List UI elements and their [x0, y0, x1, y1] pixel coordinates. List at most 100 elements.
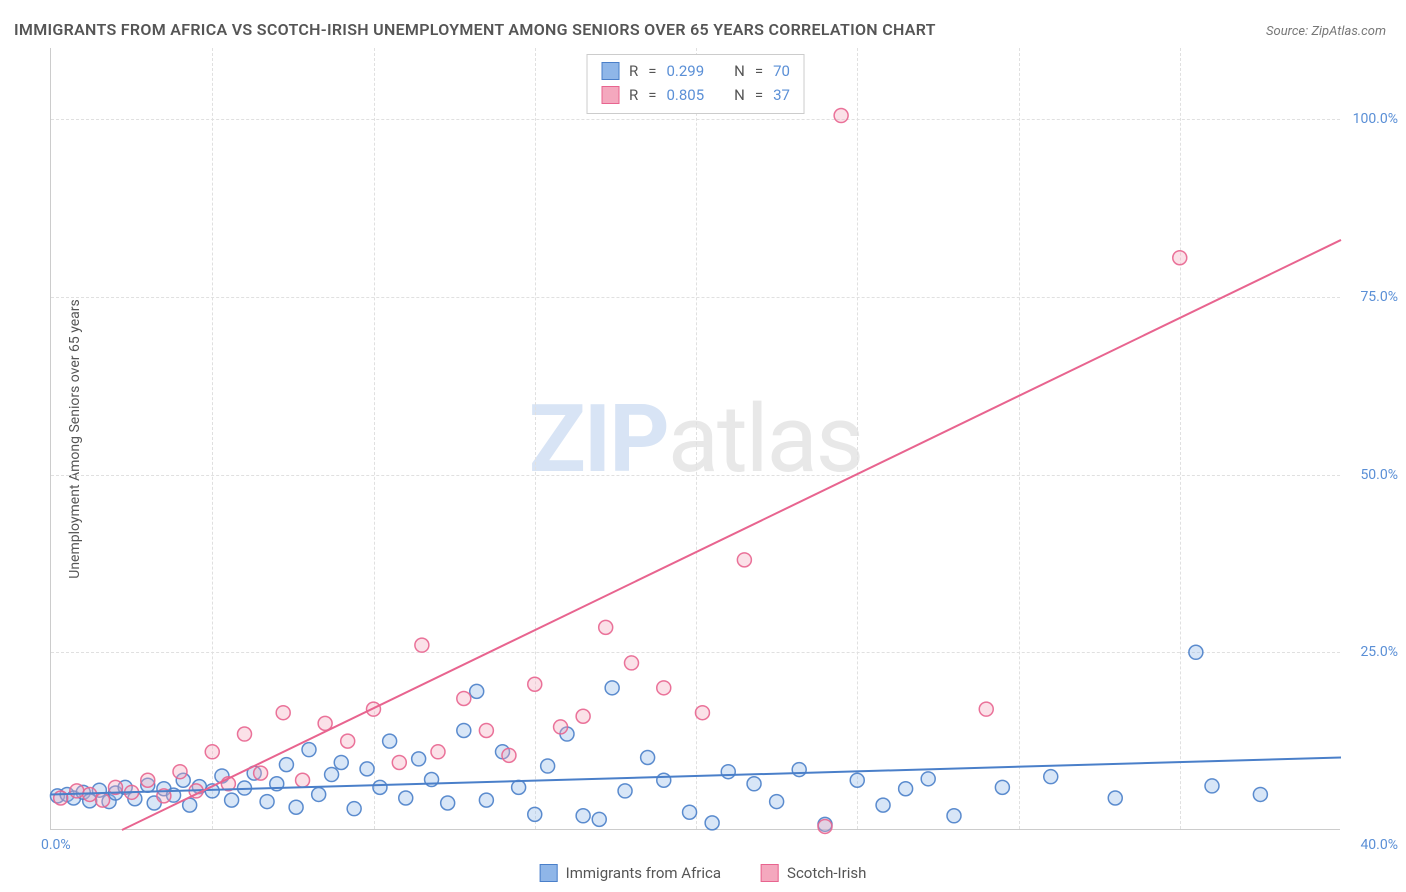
- scatter-point: [96, 793, 110, 807]
- stat-n-value: 70: [773, 59, 790, 83]
- scatter-point: [876, 798, 890, 812]
- stat-r-value: 0.299: [666, 59, 704, 83]
- equals-sign: =: [648, 83, 656, 107]
- equals-sign: =: [755, 59, 763, 83]
- x-tick-min: 0.0%: [41, 837, 71, 853]
- scatter-point: [360, 762, 374, 776]
- scatter-point: [721, 765, 735, 779]
- scatter-point: [457, 723, 471, 737]
- scatter-point: [412, 752, 426, 766]
- scatter-point: [441, 796, 455, 810]
- scatter-point: [383, 734, 397, 748]
- scatter-point: [260, 795, 274, 809]
- regression-line: [122, 240, 1341, 830]
- scatter-point: [392, 755, 406, 769]
- scatter-point: [850, 773, 864, 787]
- scatter-point: [1189, 645, 1203, 659]
- scatter-point: [289, 800, 303, 814]
- scatter-chart-svg: [51, 48, 1340, 829]
- scatter-point: [173, 765, 187, 779]
- scatter-point: [325, 768, 339, 782]
- scatter-point: [1044, 770, 1058, 784]
- source-label: Source:: [1266, 24, 1308, 39]
- scatter-point: [1108, 791, 1122, 805]
- scatter-point: [528, 807, 542, 821]
- legend-item: Scotch-Irish: [761, 864, 866, 882]
- scatter-point: [834, 109, 848, 123]
- scatter-point: [792, 763, 806, 777]
- scatter-point: [599, 620, 613, 634]
- scatter-point: [576, 709, 590, 723]
- regression-line: [51, 757, 1341, 794]
- stat-n-value: 37: [773, 83, 790, 107]
- scatter-point: [347, 802, 361, 816]
- scatter-point: [683, 805, 697, 819]
- scatter-point: [576, 809, 590, 823]
- scatter-point: [470, 684, 484, 698]
- scatter-point: [457, 691, 471, 705]
- scatter-point: [1173, 251, 1187, 265]
- scatter-point: [415, 638, 429, 652]
- scatter-point: [238, 727, 252, 741]
- bottom-legend: Immigrants from Africa Scotch-Irish: [540, 864, 867, 882]
- scatter-point: [770, 795, 784, 809]
- plot-area: Unemployment Among Seniors over 65 years…: [50, 48, 1340, 830]
- stat-r-label: R: [629, 59, 638, 83]
- scatter-point: [205, 745, 219, 759]
- scatter-point: [541, 759, 555, 773]
- scatter-point: [618, 784, 632, 798]
- scatter-point: [479, 723, 493, 737]
- scatter-point: [641, 750, 655, 764]
- stats-row: R = 0.805 N = 37: [601, 83, 790, 107]
- legend-swatch: [540, 864, 558, 882]
- equals-sign: =: [755, 83, 763, 107]
- stats-row: R=0.299N=70: [601, 59, 790, 83]
- legend-label: Scotch-Irish: [787, 864, 866, 882]
- stat-n-label: N: [734, 83, 745, 107]
- scatter-point: [979, 702, 993, 716]
- stats-legend-box: R = 0.299 N = 70R = 0.805 N = 37: [586, 54, 805, 114]
- scatter-point: [141, 773, 155, 787]
- scatter-point: [995, 780, 1009, 794]
- scatter-point: [705, 816, 719, 830]
- scatter-point: [70, 784, 84, 798]
- scatter-point: [695, 706, 709, 720]
- scatter-point: [296, 773, 310, 787]
- stat-r-value: 0.805: [666, 83, 704, 107]
- stat-r-label: R: [629, 83, 638, 107]
- scatter-point: [479, 793, 493, 807]
- scatter-point: [818, 819, 832, 833]
- y-tick-label: 50.0%: [1360, 467, 1398, 483]
- scatter-point: [657, 773, 671, 787]
- scatter-point: [312, 787, 326, 801]
- scatter-point: [279, 758, 293, 772]
- scatter-point: [225, 793, 239, 807]
- scatter-point: [737, 553, 751, 567]
- source-attribution: Source: ZipAtlas.com: [1266, 24, 1386, 39]
- legend-swatch: [761, 864, 779, 882]
- scatter-point: [1253, 787, 1267, 801]
- scatter-point: [554, 720, 568, 734]
- scatter-point: [341, 734, 355, 748]
- scatter-point: [512, 780, 526, 794]
- source-value: ZipAtlas.com: [1311, 24, 1386, 39]
- scatter-point: [899, 782, 913, 796]
- scatter-point: [947, 809, 961, 823]
- scatter-point: [373, 780, 387, 794]
- scatter-point: [399, 791, 413, 805]
- legend-label: Immigrants from Africa: [566, 864, 721, 882]
- legend-item: Immigrants from Africa: [540, 864, 721, 882]
- scatter-point: [1205, 779, 1219, 793]
- equals-sign: =: [648, 59, 656, 83]
- scatter-point: [302, 743, 316, 757]
- scatter-point: [276, 706, 290, 720]
- x-tick-max: 40.0%: [1360, 837, 1398, 853]
- scatter-point: [921, 772, 935, 786]
- scatter-point: [657, 681, 671, 695]
- series-swatch: [601, 62, 619, 80]
- y-tick-label: 75.0%: [1360, 289, 1398, 305]
- series-swatch: [601, 86, 619, 104]
- y-tick-label: 25.0%: [1360, 644, 1398, 660]
- scatter-point: [625, 656, 639, 670]
- scatter-point: [605, 681, 619, 695]
